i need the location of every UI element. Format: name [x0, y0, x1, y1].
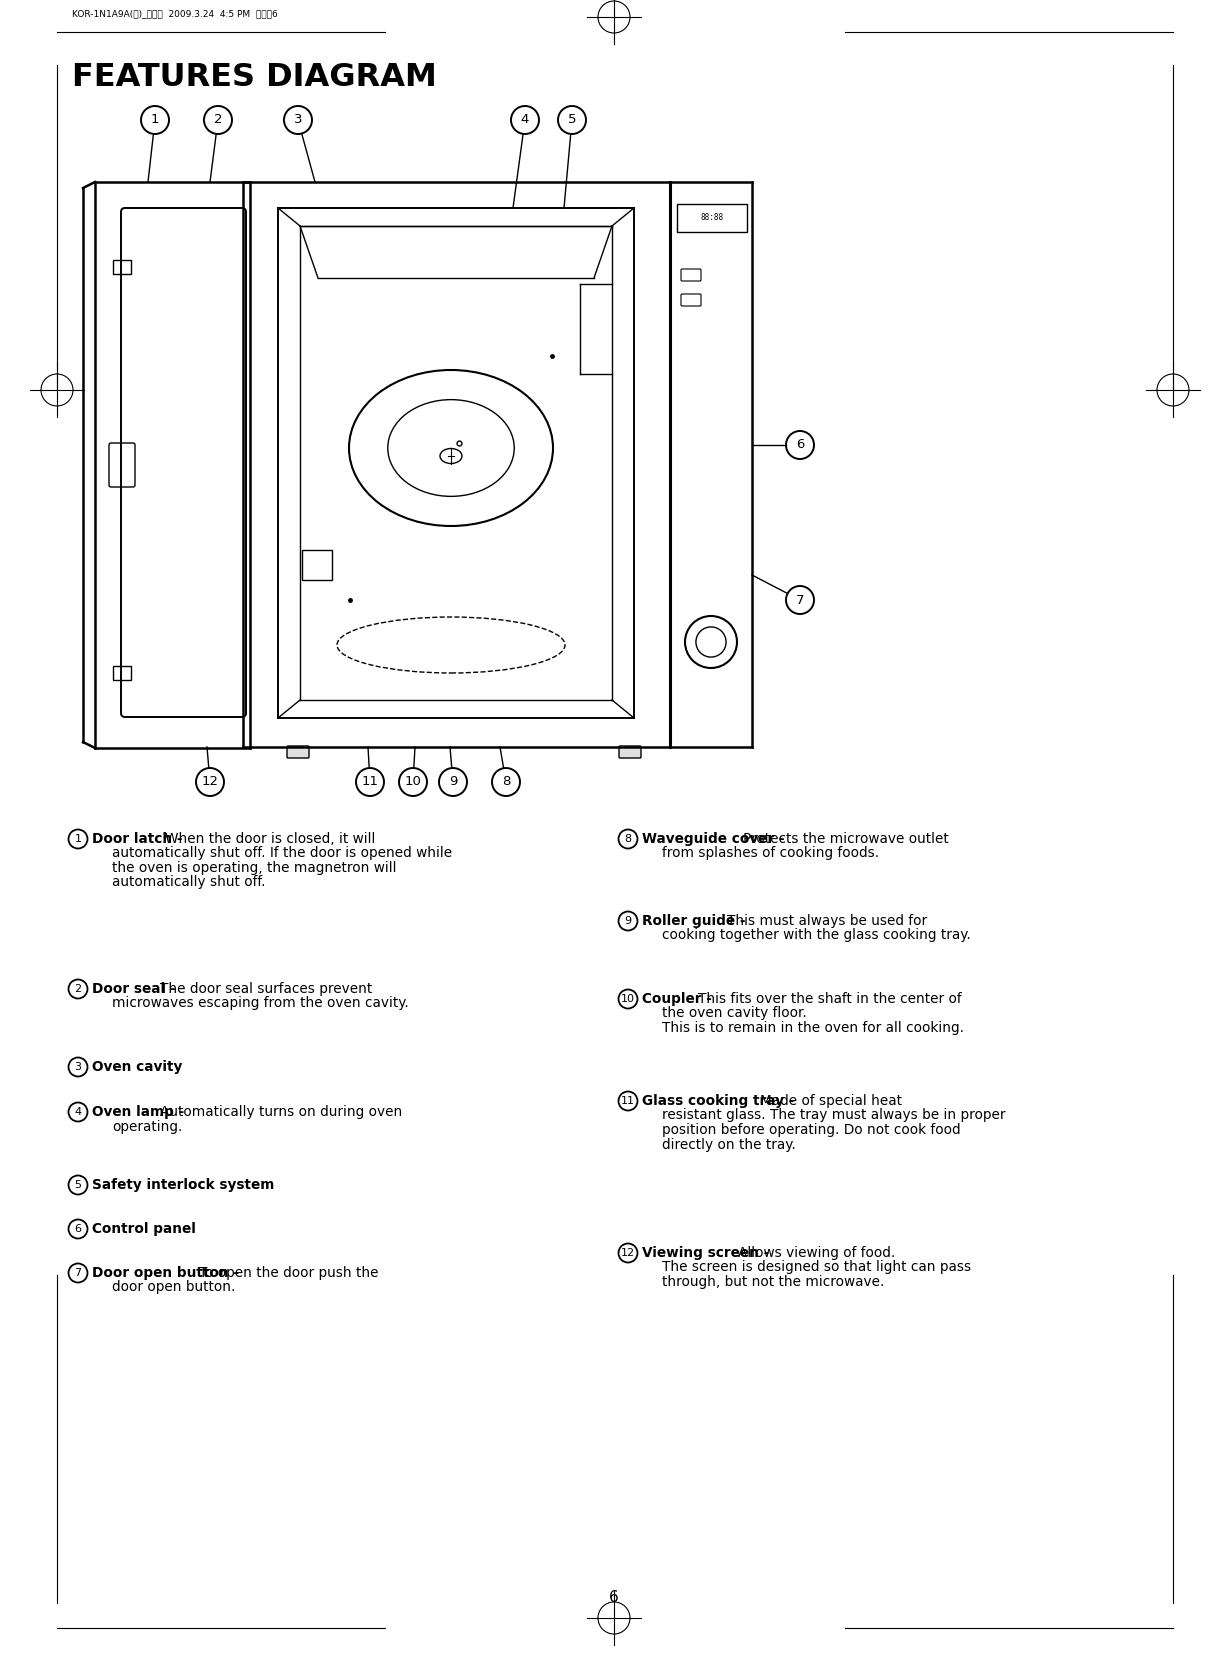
Text: 9: 9 — [624, 916, 632, 926]
Text: 6: 6 — [75, 1223, 81, 1233]
Text: Roller guide -: Roller guide - — [642, 915, 750, 928]
Text: Door open button -: Door open button - — [92, 1267, 243, 1280]
FancyBboxPatch shape — [288, 745, 308, 759]
Text: 11: 11 — [621, 1096, 635, 1106]
Text: the oven cavity floor.: the oven cavity floor. — [662, 1006, 806, 1021]
Text: 4: 4 — [75, 1107, 81, 1117]
Text: Door seal -: Door seal - — [92, 983, 181, 996]
Text: position before operating. Do not cook food: position before operating. Do not cook f… — [662, 1124, 961, 1137]
Text: 8: 8 — [501, 775, 510, 788]
Text: 12: 12 — [202, 775, 219, 788]
Text: 1: 1 — [151, 113, 160, 126]
Text: automatically shut off. If the door is opened while: automatically shut off. If the door is o… — [112, 847, 452, 860]
Text: 7: 7 — [795, 594, 804, 606]
Text: Made of special heat: Made of special heat — [761, 1094, 902, 1107]
Text: cooking together with the glass cooking tray.: cooking together with the glass cooking … — [662, 928, 971, 943]
Text: microwaves escaping from the oven cavity.: microwaves escaping from the oven cavity… — [112, 996, 409, 1011]
Text: Door latch -: Door latch - — [92, 832, 187, 847]
Text: door open button.: door open button. — [112, 1280, 236, 1295]
Text: Safety interlock system: Safety interlock system — [92, 1179, 274, 1192]
Text: 10: 10 — [621, 994, 635, 1004]
Text: The screen is designed so that light can pass: The screen is designed so that light can… — [662, 1260, 971, 1275]
Text: resistant glass. The tray must always be in proper: resistant glass. The tray must always be… — [662, 1109, 1005, 1122]
Text: operating.: operating. — [112, 1119, 182, 1134]
Text: Viewing screen -: Viewing screen - — [642, 1247, 774, 1260]
Text: To open the door push the: To open the door push the — [199, 1267, 379, 1280]
Text: automatically shut off.: automatically shut off. — [112, 875, 265, 890]
Text: 3: 3 — [294, 113, 302, 126]
Text: the oven is operating, the magnetron will: the oven is operating, the magnetron wil… — [112, 862, 397, 875]
Text: The door seal surfaces prevent: The door seal surfaces prevent — [160, 983, 372, 996]
Text: 8: 8 — [624, 833, 632, 843]
Text: 10: 10 — [404, 775, 422, 788]
Text: 9: 9 — [449, 775, 457, 788]
Text: 6: 6 — [610, 1590, 619, 1605]
Text: 2: 2 — [75, 984, 81, 994]
Text: 5: 5 — [75, 1180, 81, 1190]
Text: Control panel: Control panel — [92, 1222, 195, 1237]
Text: Glass cooking tray -: Glass cooking tray - — [642, 1094, 799, 1107]
Text: Automatically turns on during oven: Automatically turns on during oven — [160, 1106, 402, 1119]
Text: KOR-1N1A9A(영)_미주향  2009.3.24  4:5 PM  페이지6: KOR-1N1A9A(영)_미주향 2009.3.24 4:5 PM 페이지6 — [73, 8, 278, 18]
Text: This must always be used for: This must always be used for — [726, 915, 927, 928]
Text: 12: 12 — [621, 1248, 635, 1258]
Text: 2: 2 — [214, 113, 222, 126]
Text: 3: 3 — [75, 1062, 81, 1072]
Text: 88:88: 88:88 — [701, 214, 724, 222]
Text: Oven lamp -: Oven lamp - — [92, 1106, 189, 1119]
Text: Allows viewing of food.: Allows viewing of food. — [737, 1247, 895, 1260]
Text: Oven cavity: Oven cavity — [92, 1061, 182, 1074]
Text: from splashes of cooking foods.: from splashes of cooking foods. — [662, 847, 879, 860]
Text: through, but not the microwave.: through, but not the microwave. — [662, 1275, 885, 1290]
Text: 5: 5 — [568, 113, 576, 126]
FancyBboxPatch shape — [619, 745, 642, 759]
Text: Coupler -: Coupler - — [642, 993, 717, 1006]
Text: 11: 11 — [361, 775, 379, 788]
Text: directly on the tray.: directly on the tray. — [662, 1137, 795, 1152]
Text: Waveguide cover -: Waveguide cover - — [642, 832, 789, 847]
Text: 1: 1 — [75, 833, 81, 843]
Text: Protects the microwave outlet: Protects the microwave outlet — [744, 832, 949, 847]
Text: 6: 6 — [796, 438, 804, 452]
Text: 7: 7 — [75, 1268, 81, 1278]
Text: This is to remain in the oven for all cooking.: This is to remain in the oven for all co… — [662, 1021, 964, 1034]
Text: 4: 4 — [521, 113, 530, 126]
Text: FEATURES DIAGRAM: FEATURES DIAGRAM — [73, 61, 436, 93]
Text: This fits over the shaft in the center of: This fits over the shaft in the center o… — [698, 993, 962, 1006]
Text: When the door is closed, it will: When the door is closed, it will — [165, 832, 376, 847]
